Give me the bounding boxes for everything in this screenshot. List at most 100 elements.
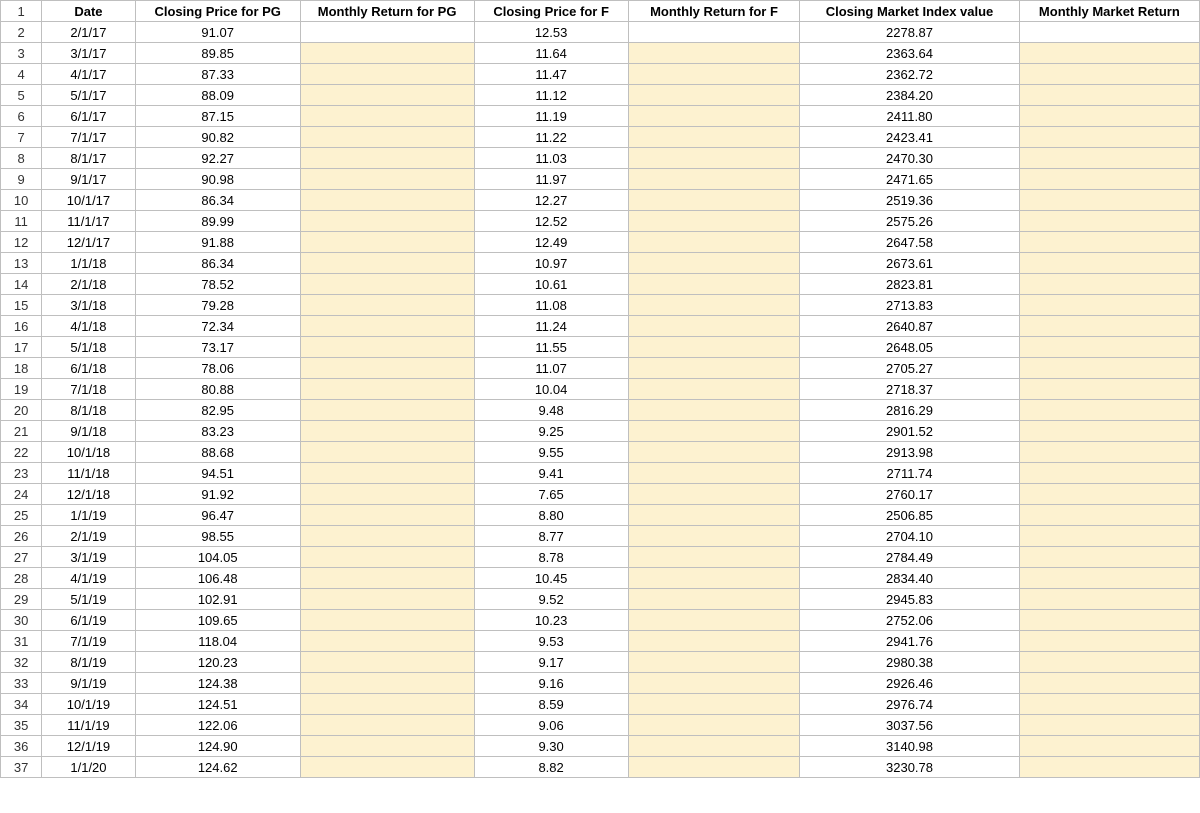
cell-f_price[interactable]: 9.30 [474, 736, 628, 757]
row-number[interactable]: 9 [1, 169, 42, 190]
cell-f_return[interactable] [628, 358, 800, 379]
cell-f_price[interactable]: 10.45 [474, 568, 628, 589]
row-number[interactable]: 35 [1, 715, 42, 736]
cell-pg_return[interactable] [300, 652, 474, 673]
cell-f_return[interactable] [628, 211, 800, 232]
cell-mkt_price[interactable]: 2506.85 [800, 505, 1019, 526]
row-number[interactable]: 4 [1, 64, 42, 85]
cell-pg_return[interactable] [300, 148, 474, 169]
cell-mkt_return[interactable] [1019, 400, 1199, 421]
cell-f_return[interactable] [628, 400, 800, 421]
cell-pg_return[interactable] [300, 736, 474, 757]
row-number[interactable]: 13 [1, 253, 42, 274]
cell-date[interactable]: 2/1/19 [42, 526, 135, 547]
row-number[interactable]: 36 [1, 736, 42, 757]
cell-mkt_price[interactable]: 2673.61 [800, 253, 1019, 274]
row-number[interactable]: 21 [1, 421, 42, 442]
row-number[interactable]: 1 [1, 1, 42, 22]
cell-mkt_price[interactable]: 2648.05 [800, 337, 1019, 358]
row-number[interactable]: 16 [1, 316, 42, 337]
cell-pg_return[interactable] [300, 505, 474, 526]
cell-f_price[interactable]: 9.17 [474, 652, 628, 673]
cell-mkt_return[interactable] [1019, 274, 1199, 295]
cell-pg_return[interactable] [300, 484, 474, 505]
cell-f_price[interactable]: 12.52 [474, 211, 628, 232]
cell-pg_price[interactable]: 98.55 [135, 526, 300, 547]
cell-pg_price[interactable]: 91.92 [135, 484, 300, 505]
cell-f_price[interactable]: 12.27 [474, 190, 628, 211]
cell-pg_price[interactable]: 72.34 [135, 316, 300, 337]
cell-pg_return[interactable] [300, 253, 474, 274]
cell-mkt_return[interactable] [1019, 190, 1199, 211]
cell-mkt_price[interactable]: 2816.29 [800, 400, 1019, 421]
cell-pg_return[interactable] [300, 43, 474, 64]
row-number[interactable]: 2 [1, 22, 42, 43]
cell-mkt_return[interactable] [1019, 22, 1199, 43]
cell-date[interactable]: 8/1/17 [42, 148, 135, 169]
cell-mkt_price[interactable]: 2941.76 [800, 631, 1019, 652]
cell-pg_price[interactable]: 124.51 [135, 694, 300, 715]
cell-date[interactable]: 11/1/18 [42, 463, 135, 484]
cell-f_price[interactable]: 12.49 [474, 232, 628, 253]
cell-mkt_price[interactable]: 2760.17 [800, 484, 1019, 505]
cell-f_price[interactable]: 9.48 [474, 400, 628, 421]
row-number[interactable]: 28 [1, 568, 42, 589]
cell-pg_price[interactable]: 109.65 [135, 610, 300, 631]
cell-date[interactable]: 7/1/18 [42, 379, 135, 400]
row-number[interactable]: 12 [1, 232, 42, 253]
cell-pg_return[interactable] [300, 316, 474, 337]
cell-mkt_price[interactable]: 2640.87 [800, 316, 1019, 337]
cell-pg_price[interactable]: 104.05 [135, 547, 300, 568]
column-header-mkt_return[interactable]: Monthly Market Return [1019, 1, 1199, 22]
cell-mkt_return[interactable] [1019, 295, 1199, 316]
cell-mkt_price[interactable]: 2711.74 [800, 463, 1019, 484]
cell-f_price[interactable]: 8.82 [474, 757, 628, 778]
cell-f_return[interactable] [628, 253, 800, 274]
cell-pg_return[interactable] [300, 631, 474, 652]
column-header-pg_return[interactable]: Monthly Return for PG [300, 1, 474, 22]
cell-f_price[interactable]: 11.97 [474, 169, 628, 190]
cell-mkt_return[interactable] [1019, 526, 1199, 547]
cell-pg_price[interactable]: 78.52 [135, 274, 300, 295]
cell-f_return[interactable] [628, 106, 800, 127]
cell-mkt_return[interactable] [1019, 547, 1199, 568]
cell-pg_price[interactable]: 79.28 [135, 295, 300, 316]
cell-date[interactable]: 12/1/18 [42, 484, 135, 505]
cell-f_return[interactable] [628, 568, 800, 589]
row-number[interactable]: 26 [1, 526, 42, 547]
cell-mkt_price[interactable]: 2945.83 [800, 589, 1019, 610]
cell-f_return[interactable] [628, 64, 800, 85]
cell-pg_return[interactable] [300, 127, 474, 148]
cell-mkt_price[interactable]: 2470.30 [800, 148, 1019, 169]
cell-pg_price[interactable]: 102.91 [135, 589, 300, 610]
cell-mkt_return[interactable] [1019, 610, 1199, 631]
cell-mkt_return[interactable] [1019, 106, 1199, 127]
cell-f_return[interactable] [628, 652, 800, 673]
cell-date[interactable]: 9/1/19 [42, 673, 135, 694]
cell-pg_return[interactable] [300, 169, 474, 190]
cell-mkt_price[interactable]: 3230.78 [800, 757, 1019, 778]
cell-f_price[interactable]: 9.16 [474, 673, 628, 694]
row-number[interactable]: 37 [1, 757, 42, 778]
cell-f_return[interactable] [628, 610, 800, 631]
cell-pg_return[interactable] [300, 22, 474, 43]
column-header-date[interactable]: Date [42, 1, 135, 22]
cell-mkt_return[interactable] [1019, 568, 1199, 589]
cell-mkt_price[interactable]: 2926.46 [800, 673, 1019, 694]
cell-date[interactable]: 12/1/19 [42, 736, 135, 757]
cell-pg_price[interactable]: 78.06 [135, 358, 300, 379]
cell-mkt_price[interactable]: 2901.52 [800, 421, 1019, 442]
cell-pg_return[interactable] [300, 589, 474, 610]
cell-mkt_return[interactable] [1019, 463, 1199, 484]
cell-mkt_price[interactable]: 2980.38 [800, 652, 1019, 673]
cell-f_price[interactable]: 9.52 [474, 589, 628, 610]
cell-mkt_return[interactable] [1019, 358, 1199, 379]
cell-f_price[interactable]: 10.04 [474, 379, 628, 400]
cell-f_price[interactable]: 9.55 [474, 442, 628, 463]
cell-mkt_price[interactable]: 2647.58 [800, 232, 1019, 253]
cell-mkt_return[interactable] [1019, 211, 1199, 232]
cell-pg_price[interactable]: 122.06 [135, 715, 300, 736]
cell-mkt_return[interactable] [1019, 694, 1199, 715]
cell-mkt_return[interactable] [1019, 715, 1199, 736]
row-number[interactable]: 6 [1, 106, 42, 127]
